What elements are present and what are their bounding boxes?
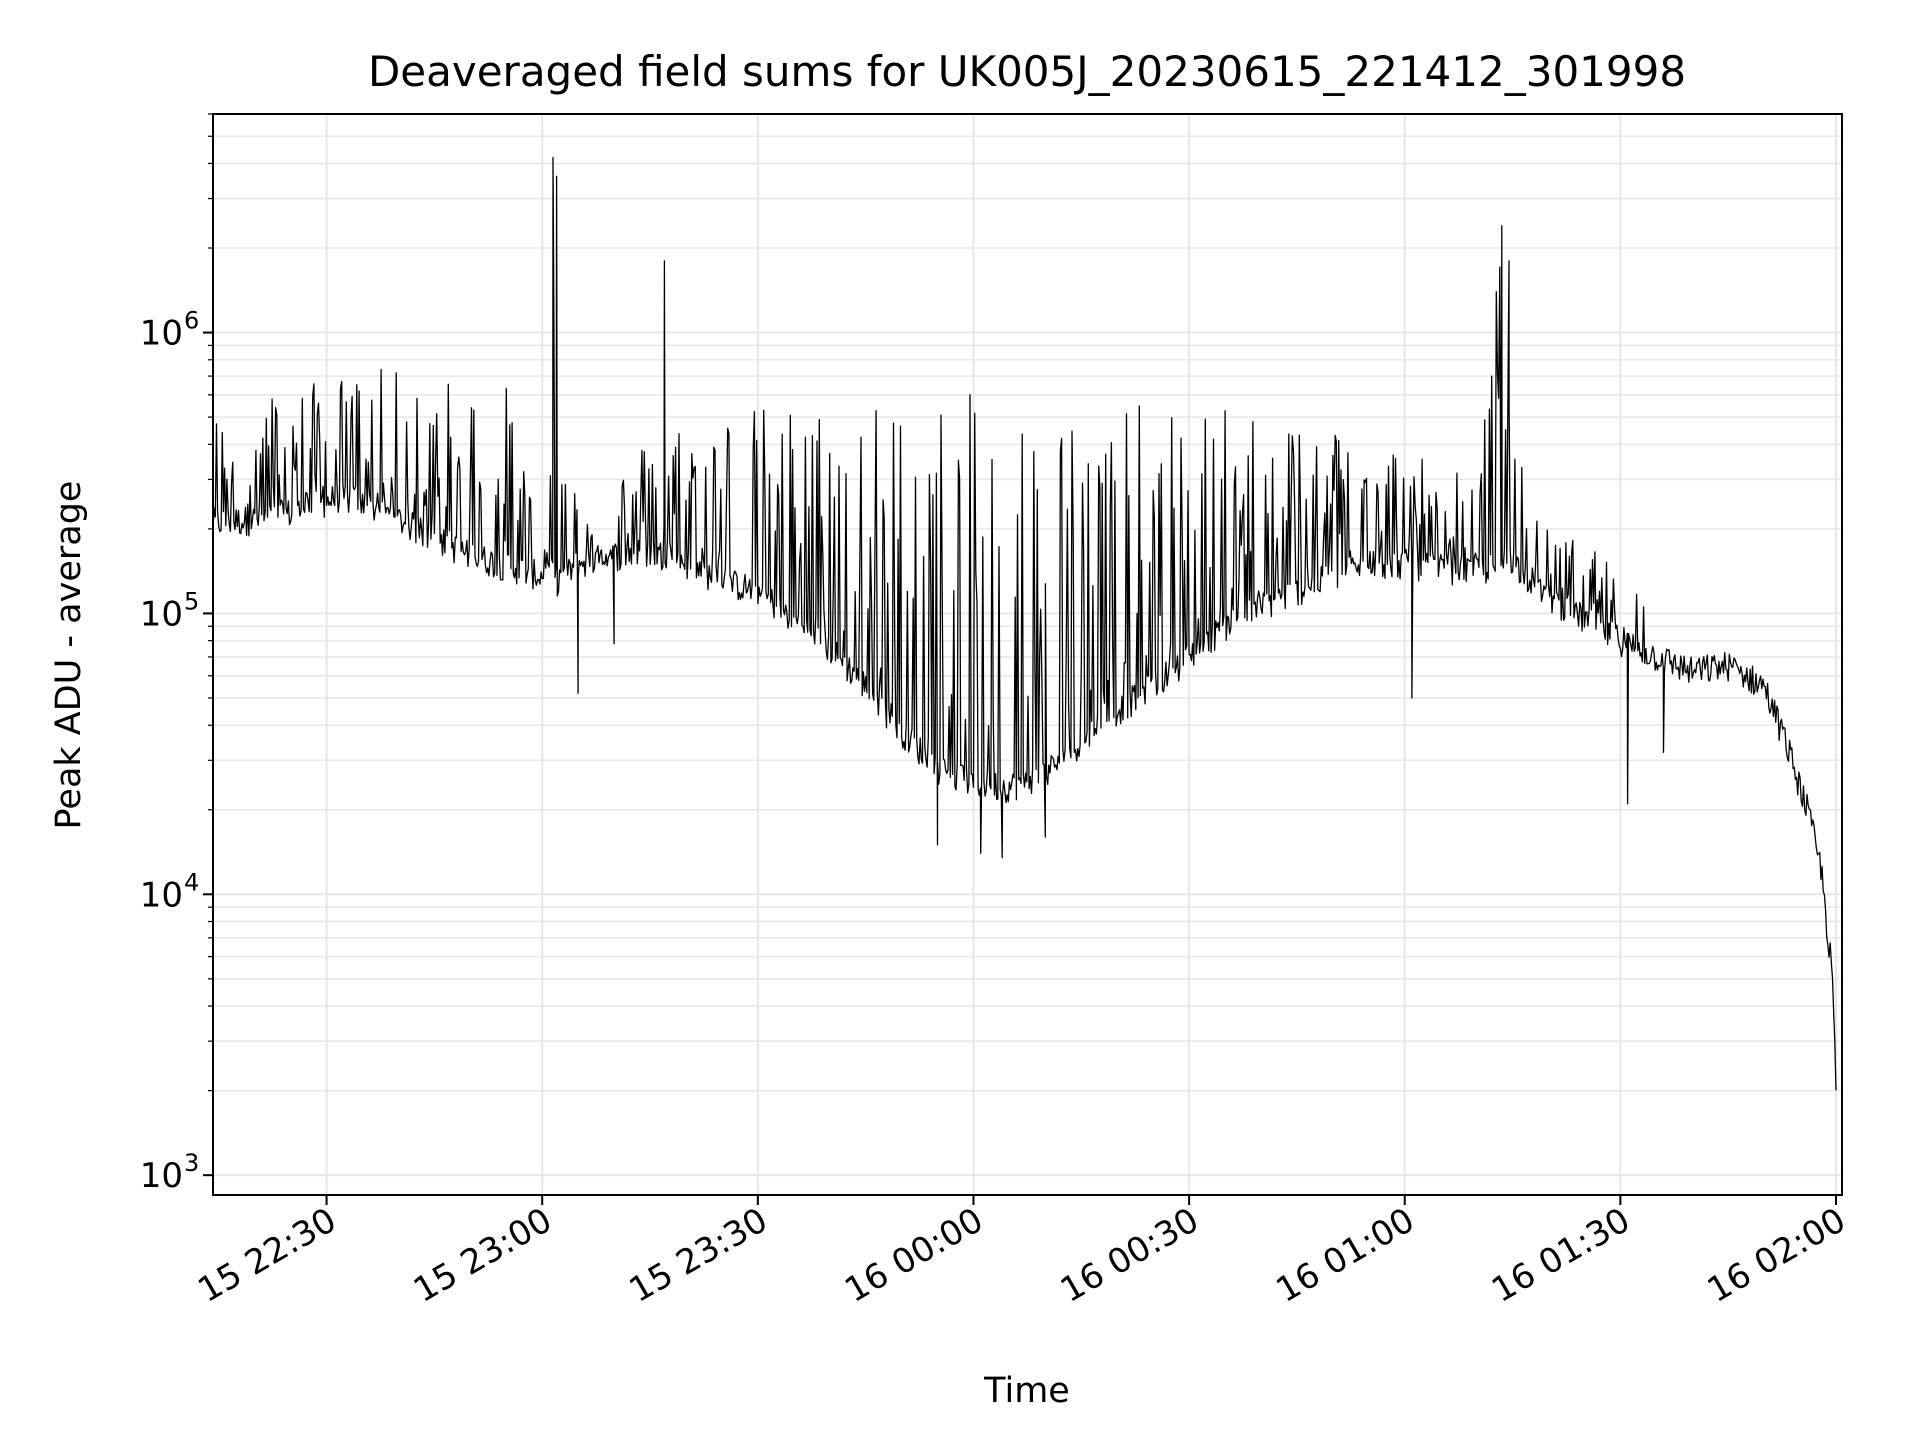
y-tick-base: 10 <box>140 875 183 915</box>
y-tick-exponent: 6 <box>184 307 199 335</box>
y-tick-label: 10 4 <box>140 868 200 915</box>
y-tick-exponent: 4 <box>184 868 199 896</box>
plot-frame <box>212 113 1843 1196</box>
y-tick-exponent: 5 <box>184 587 199 615</box>
y-tick-label: 10 5 <box>140 587 200 634</box>
chart-title: Deaveraged field sums for UK005J_2023061… <box>368 47 1686 96</box>
y-tick-base: 10 <box>140 594 183 634</box>
x-axis-label: Time <box>983 1371 1070 1411</box>
y-tick-label: 10 3 <box>140 1149 200 1196</box>
y-tick-base: 10 <box>140 1156 183 1196</box>
data-line <box>212 156 1837 1091</box>
y-tick-exponent: 3 <box>184 1149 199 1177</box>
y-axis-label: Peak ADU - average <box>49 481 89 830</box>
grid <box>213 113 1842 1195</box>
y-tick-base: 10 <box>140 314 183 354</box>
series-line <box>212 156 1837 1091</box>
y-tick-label: 10 6 <box>140 307 200 354</box>
